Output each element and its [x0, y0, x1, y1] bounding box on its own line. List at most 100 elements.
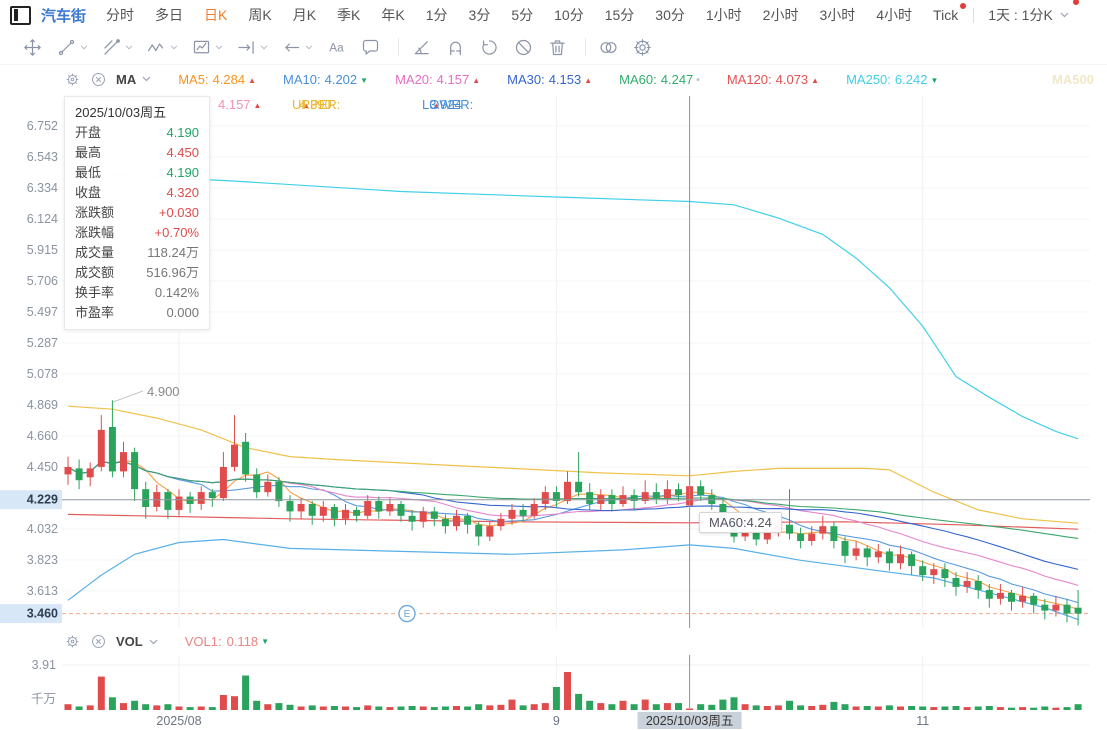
- svg-text:2025/08: 2025/08: [156, 714, 201, 728]
- text-tool[interactable]: Aa: [326, 37, 347, 58]
- tab-15分[interactable]: 15分: [604, 7, 635, 23]
- ma30-line: [67, 460, 1079, 570]
- overlay-BOLL-UPPER: [67, 405, 1079, 524]
- chevron-down-icon[interactable]: [149, 639, 158, 645]
- tab-月K[interactable]: 月K: [292, 7, 317, 23]
- boll-upper-value: UPPER: 4.390 ▲: [292, 97, 341, 112]
- svg-text:2025/10/03周五: 2025/10/03周五: [646, 714, 734, 728]
- info-date: 2025/10/03周五: [75, 105, 167, 120]
- comment-tool[interactable]: [360, 37, 381, 58]
- svg-text:5.287: 5.287: [27, 336, 58, 350]
- svg-text:3.91: 3.91: [32, 658, 56, 672]
- tab-分时[interactable]: 分时: [106, 7, 135, 23]
- tab-10分[interactable]: 10分: [554, 7, 584, 23]
- overlay-MA250: [67, 171, 1079, 440]
- tab-1小时[interactable]: 1小时: [705, 7, 742, 23]
- svg-text:3.823: 3.823: [27, 553, 58, 567]
- ma-indicator-row: MA MA5: 4.284 ▲ MA10: 4.202 ▼ MA20: 4.157 ▲ MA30:…: [0, 66, 1107, 92]
- pattern-tool[interactable]: [191, 37, 223, 58]
- tab-1分[interactable]: 1分: [425, 7, 448, 23]
- vol-indicator-row: VOL VOL1: 0.118 ▼: [0, 628, 1107, 655]
- svg-text:6.543: 6.543: [27, 150, 58, 164]
- high-callout-label: 4.900: [147, 384, 180, 399]
- period-nav-bar: 汽车街 分时 多日 日K 周K 月K 季K 年K 1分 3分 5分 10分 15分 30分 1小时 2小时 3…: [0, 0, 1107, 30]
- tab-年K[interactable]: 年K: [381, 7, 405, 23]
- chevron-down-icon[interactable]: [142, 76, 151, 82]
- tab-4小时[interactable]: 4小时: [876, 7, 913, 23]
- app-logo-icon[interactable]: [10, 5, 31, 25]
- nav-divider: [973, 7, 975, 23]
- arrow-tool[interactable]: [281, 37, 313, 58]
- magnet-tool[interactable]: [445, 37, 466, 58]
- ma250-legend[interactable]: MA250: 6.242 ▼: [846, 71, 939, 87]
- svg-text:6.752: 6.752: [27, 119, 58, 133]
- stock-name[interactable]: 汽车街: [41, 7, 87, 25]
- angle-tool[interactable]: [411, 37, 432, 58]
- ma30-legend[interactable]: MA30: 4.153 ▲: [507, 71, 593, 87]
- info-row-turnover-rate: 换手率 0.142%: [75, 285, 199, 300]
- toolbar-divider: [585, 38, 586, 56]
- notification-dot: [1072, 0, 1079, 5]
- event-marker-icon: [398, 604, 416, 623]
- ma60-legend[interactable]: MA60: 4.247 •: [619, 71, 700, 87]
- svg-text:Aa: Aa: [329, 40, 344, 54]
- tab-5分[interactable]: 5分: [511, 7, 534, 23]
- vol1-value: 0.118: [226, 634, 259, 649]
- vol-close-icon[interactable]: [90, 633, 107, 650]
- svg-text:4.869: 4.869: [27, 398, 58, 412]
- info-row-pe-ratio: 市盈率 0.000: [75, 305, 199, 320]
- info-row-change-pct: 涨跌幅 +0.70%: [75, 225, 199, 240]
- wave-tool[interactable]: [146, 37, 178, 58]
- delete-drawings-tool[interactable]: [547, 37, 568, 58]
- drawing-toolbar: Aa: [0, 30, 1107, 65]
- svg-text:5.078: 5.078: [27, 367, 58, 381]
- ma120-legend[interactable]: MA120: 4.073 ▲: [726, 71, 820, 87]
- move-tool[interactable]: [22, 37, 43, 58]
- ma-settings-gear-icon[interactable]: [64, 71, 81, 88]
- hide-drawings-tool[interactable]: [513, 37, 534, 58]
- ma20-legend[interactable]: MA20: 4.157 ▲: [395, 71, 481, 87]
- tab-周K[interactable]: 周K: [248, 7, 272, 23]
- info-row-high: 最高 4.450: [75, 145, 199, 160]
- tab-多日[interactable]: 多日: [155, 7, 184, 23]
- ma10-legend[interactable]: MA10: 4.202 ▼: [283, 71, 369, 87]
- ma-items: MA5: 4.284 ▲ MA10: 4.202 ▼ MA20: 4.157 ▲ MA30: 4.1…: [151, 72, 938, 87]
- overlay-BOLL-LOWER: [67, 538, 1079, 621]
- svg-text:千万: 千万: [31, 692, 56, 706]
- continuous-draw-tool[interactable]: [479, 37, 500, 58]
- svg-text:5.915: 5.915: [27, 243, 58, 257]
- vol-settings-gear-icon[interactable]: [64, 633, 81, 650]
- pitchfork-tool[interactable]: [101, 37, 133, 58]
- settings-tool[interactable]: [632, 37, 653, 58]
- svg-text:4.032: 4.032: [27, 522, 58, 536]
- tab-Tick[interactable]: Tick: [933, 3, 967, 23]
- svg-text:3.460: 3.460: [27, 607, 58, 621]
- svg-text:4.450: 4.450: [27, 460, 58, 474]
- chevron-down-icon: [1060, 12, 1069, 18]
- tab-2小时[interactable]: 2小时: [762, 7, 799, 23]
- tab-30分[interactable]: 30分: [655, 7, 685, 23]
- custom-period-selector[interactable]: 1天 : 1分K: [988, 0, 1079, 25]
- ma-close-icon[interactable]: [90, 71, 107, 88]
- boll-mid-value: 4.157 ▲: [218, 97, 262, 112]
- tab-3分[interactable]: 3分: [468, 7, 491, 23]
- ma5-line: [67, 459, 1079, 610]
- toolbar-divider: [398, 38, 399, 56]
- svg-text:5.706: 5.706: [27, 274, 58, 288]
- ma-group-label[interactable]: MA: [116, 71, 137, 87]
- tab-季K[interactable]: 季K: [337, 7, 361, 23]
- boll-lower-value: LOWER: 3.924 ▲: [422, 97, 474, 112]
- tab-日K[interactable]: 日K: [204, 7, 228, 23]
- ma60-line: [67, 460, 1079, 539]
- compare-tool[interactable]: [598, 37, 619, 58]
- measure-tool[interactable]: [236, 37, 268, 58]
- svg-text:3.613: 3.613: [27, 584, 58, 598]
- trendline-tool[interactable]: [56, 37, 88, 58]
- info-row-open: 开盘 4.190: [75, 125, 199, 140]
- ma5-legend[interactable]: MA5: 4.284 ▲: [178, 71, 257, 87]
- vol-group-label[interactable]: VOL: [116, 634, 143, 649]
- tab-3小时[interactable]: 3小时: [819, 7, 856, 23]
- svg-text:9: 9: [553, 714, 560, 728]
- vol1-trend-down-icon: ▼: [261, 637, 270, 646]
